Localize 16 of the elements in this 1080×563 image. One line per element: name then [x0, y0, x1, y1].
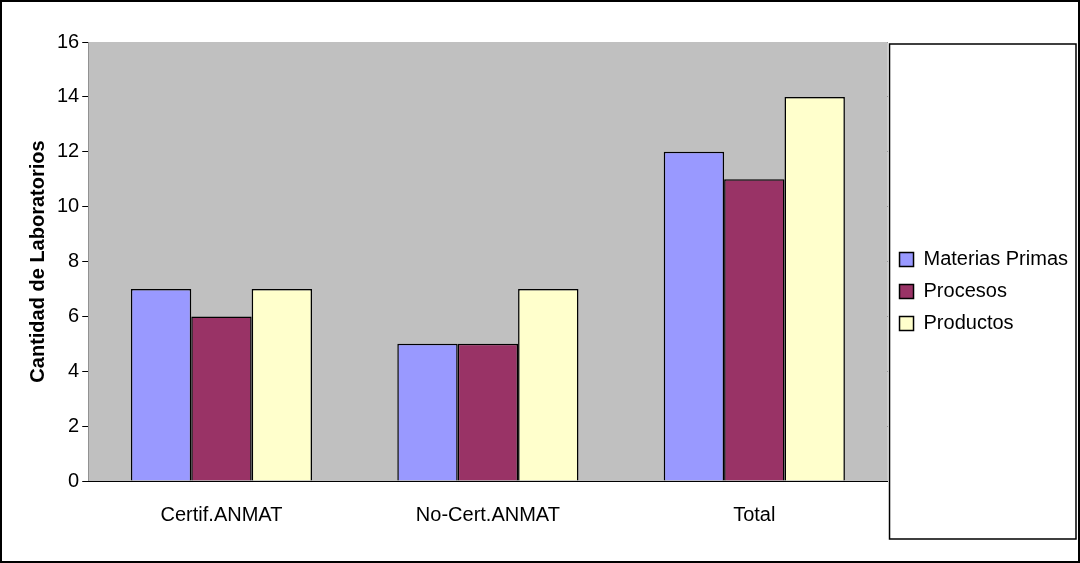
- y-tick-label: 16: [57, 29, 80, 52]
- y-tick-label: 4: [68, 358, 80, 381]
- x-tick-label: No-Cert.ANMAT: [415, 502, 560, 525]
- x-tick-label: Total: [733, 502, 776, 525]
- y-tick-label: 2: [68, 413, 80, 436]
- legend-label: Materias Primas: [923, 247, 1069, 270]
- legend-label: Procesos: [923, 279, 1007, 302]
- y-tick-label: 12: [57, 139, 80, 162]
- y-tick-label: 10: [57, 194, 80, 217]
- y-axis-title: Cantidad de Laboratorios: [25, 140, 48, 383]
- y-tick-label: 6: [68, 303, 80, 326]
- legend-label: Productos: [923, 311, 1014, 334]
- x-tick-label: Certif.ANMAT: [160, 502, 283, 525]
- y-tick-label: 8: [68, 249, 80, 272]
- y-tick-label: 0: [68, 468, 80, 491]
- y-tick-label: 14: [57, 84, 80, 107]
